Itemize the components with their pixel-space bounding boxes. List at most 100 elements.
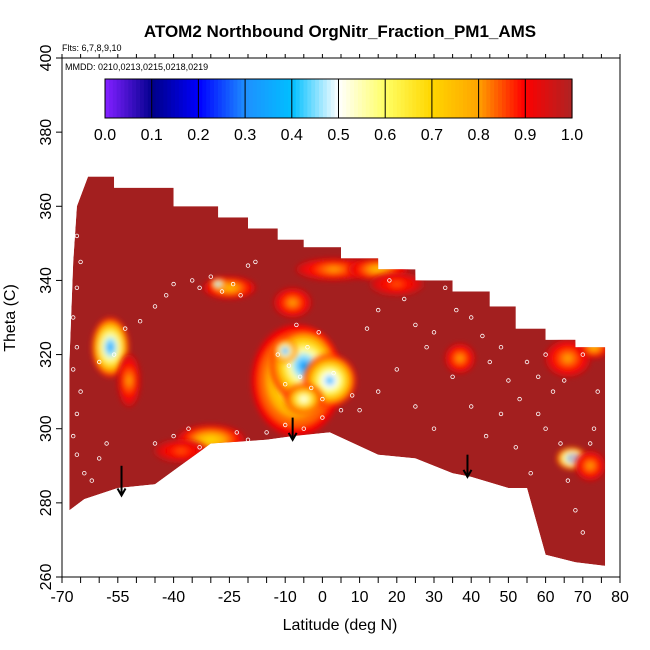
colorbar-segment bbox=[338, 79, 343, 118]
sample-point bbox=[74, 285, 80, 290]
x-tick-label: -25 bbox=[218, 589, 241, 606]
sample-point bbox=[234, 430, 239, 435]
colorbar-segment bbox=[498, 79, 503, 118]
feature-ring bbox=[225, 285, 234, 290]
sample-point bbox=[350, 393, 355, 398]
sample-point bbox=[163, 293, 169, 298]
sample-point bbox=[431, 330, 437, 335]
arrow-head bbox=[462, 469, 473, 479]
sample-point bbox=[245, 437, 251, 442]
colorbar-segment bbox=[163, 79, 168, 118]
sample-point bbox=[443, 285, 448, 290]
colorbar: 0.0 0.1 0.2 0.3 0.4 0.5 0.6 0.7 0.8 0.9 1.0 bbox=[94, 78, 583, 144]
sample-point bbox=[517, 396, 522, 402]
x-tick-label: 0 bbox=[318, 589, 327, 606]
sample-point bbox=[82, 471, 87, 476]
colorbar-segment bbox=[381, 79, 386, 118]
x-tick-label: -70 bbox=[50, 589, 73, 606]
colorbar-segment bbox=[202, 79, 207, 118]
colorbar-segment bbox=[490, 79, 495, 118]
colorbar-tick-label: 0.3 bbox=[234, 127, 256, 144]
sample-point bbox=[152, 304, 158, 309]
colorbar-segment bbox=[260, 79, 266, 118]
sample-point bbox=[338, 408, 344, 413]
colorbar-segment bbox=[478, 79, 484, 118]
sample-point bbox=[89, 478, 94, 483]
y-tick-label: 300 bbox=[38, 415, 55, 442]
colorbar-segment bbox=[112, 79, 118, 118]
colorbar-tick-label: 0.2 bbox=[187, 127, 209, 144]
sample-point bbox=[78, 389, 83, 394]
sample-point bbox=[469, 404, 474, 409]
colorbar-segment bbox=[396, 79, 402, 118]
x-tick-label: -55 bbox=[106, 589, 129, 606]
sample-point bbox=[320, 396, 325, 402]
sample-point bbox=[595, 389, 600, 394]
colorbar-tick-label: 0.5 bbox=[327, 127, 349, 144]
feature-ring bbox=[392, 282, 402, 286]
sample-point bbox=[528, 471, 533, 476]
sample-point bbox=[70, 367, 76, 372]
colorbar-segment bbox=[186, 79, 192, 118]
colorbar-segment bbox=[494, 79, 499, 118]
sample-point bbox=[286, 363, 292, 368]
colorbar-segment bbox=[311, 79, 316, 118]
colorbar-segment bbox=[206, 79, 211, 118]
colorbar-segment bbox=[330, 79, 336, 118]
colorbar-segment bbox=[459, 79, 464, 118]
colorbar-segment bbox=[315, 79, 320, 118]
colorbar-segment bbox=[533, 79, 538, 118]
x-tick-label: -10 bbox=[274, 589, 297, 606]
colorbar-segment bbox=[385, 79, 390, 118]
colorbar-segment bbox=[132, 79, 137, 118]
y-tick-label: 320 bbox=[38, 341, 55, 368]
feature-ring bbox=[587, 463, 593, 469]
colorbar-segment bbox=[350, 79, 355, 118]
sample-point bbox=[320, 415, 325, 420]
colorbar-segment bbox=[116, 79, 122, 118]
colorbar-segment bbox=[342, 79, 347, 118]
sample-point bbox=[152, 441, 158, 446]
feature-15 bbox=[445, 343, 475, 374]
colorbar-segment bbox=[357, 79, 363, 118]
y-axis-label: Theta (C) bbox=[2, 284, 19, 352]
colorbar-segment bbox=[241, 79, 246, 118]
colorbar-segment bbox=[540, 79, 546, 118]
colorbar-segment bbox=[178, 79, 184, 118]
feature-4 bbox=[203, 276, 256, 299]
flight-arrows bbox=[116, 417, 473, 498]
colorbar-segment bbox=[182, 79, 188, 118]
feature-ring bbox=[176, 449, 186, 453]
arrow-head bbox=[287, 432, 298, 442]
sample-point bbox=[562, 378, 567, 383]
feature-12 bbox=[296, 258, 371, 281]
y-tick-label: 340 bbox=[38, 267, 55, 294]
feature-ring bbox=[457, 355, 463, 361]
sample-point bbox=[264, 430, 269, 435]
colorbar-segment bbox=[136, 79, 141, 118]
colorbar-segment bbox=[428, 79, 433, 118]
colorbar-segment bbox=[276, 79, 281, 118]
sample-point bbox=[171, 281, 176, 287]
colorbar-segment bbox=[155, 79, 161, 118]
sample-point bbox=[275, 352, 280, 357]
x-tick-label: 10 bbox=[351, 589, 369, 606]
colorbar-segment bbox=[124, 79, 129, 118]
sample-point bbox=[543, 426, 548, 431]
colorbar-segment bbox=[521, 79, 526, 118]
sample-point bbox=[524, 359, 530, 365]
colorbar-segment bbox=[392, 79, 398, 118]
x-axis-label: Latitude (deg N) bbox=[283, 617, 398, 634]
x-tick-label: 30 bbox=[425, 589, 443, 606]
colorbar-tick-label: 0.1 bbox=[141, 127, 163, 144]
sample-point bbox=[219, 289, 225, 294]
sample-point bbox=[74, 411, 80, 417]
feature-ring bbox=[127, 376, 131, 385]
sample-point bbox=[283, 382, 288, 387]
sample-point bbox=[565, 478, 571, 483]
sample-point bbox=[550, 389, 556, 394]
sample-point bbox=[387, 278, 392, 283]
colorbar-segment bbox=[307, 79, 312, 118]
colorbar-segment bbox=[439, 79, 445, 118]
colorbar-segment bbox=[108, 79, 114, 118]
